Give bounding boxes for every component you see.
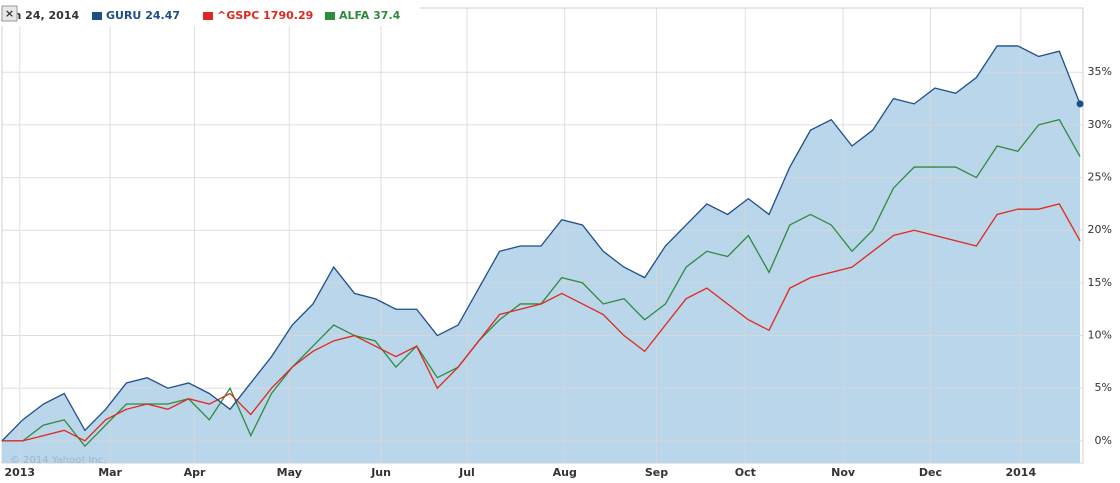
x-tick-label: Sep xyxy=(645,466,668,479)
legend-price: 24.47 xyxy=(145,9,180,22)
legend-label: ^GSPC 1790.29 xyxy=(217,9,313,22)
legend-price: 1790.29 xyxy=(263,9,313,22)
close-button[interactable]: × xyxy=(1,5,18,22)
legend-swatch xyxy=(92,12,102,20)
legend-price: 37.4 xyxy=(373,9,400,22)
end-point xyxy=(1076,100,1084,108)
x-tick-label: Nov xyxy=(831,466,856,479)
y-tick-label: 25% xyxy=(1088,171,1112,184)
x-tick-label: May xyxy=(277,466,302,479)
legend-name: ^GSPC xyxy=(217,9,259,22)
line xyxy=(2,203,1081,442)
x-tick-label: 2013 xyxy=(4,466,35,479)
x-tick-label: Jun xyxy=(370,466,391,479)
y-tick-label: 30% xyxy=(1088,118,1112,131)
legend-label: ALFA 37.4 xyxy=(339,9,401,22)
area xyxy=(2,45,1081,464)
legend-swatch xyxy=(325,12,335,20)
x-tick-label: Aug xyxy=(553,466,577,479)
watermark: © 2014 Yahoo! Inc. xyxy=(10,455,106,466)
legend: Jan 24, 2014 GURU 24.47 ^GSPC 1790.29 ALFA … xyxy=(0,6,420,26)
y-tick-label: 20% xyxy=(1088,223,1112,236)
line xyxy=(1,45,1081,442)
x-tick-label: Oct xyxy=(735,466,756,479)
y-tick-label: 15% xyxy=(1088,276,1112,289)
x-tick-label: Apr xyxy=(184,466,206,479)
svg-text:×: × xyxy=(5,7,14,20)
y-tick-label: 35% xyxy=(1088,65,1112,78)
legend-label: GURU 24.47 xyxy=(106,9,180,22)
legend-name: ALFA xyxy=(339,9,370,22)
y-tick-label: 10% xyxy=(1088,329,1112,342)
x-tick-label: 2014 xyxy=(1005,466,1036,479)
header-date: Jan 24, 2014 xyxy=(1,9,79,22)
legend-swatch xyxy=(203,12,213,20)
y-tick-label: 0% xyxy=(1095,434,1112,447)
x-tick-label: Jul xyxy=(458,466,475,479)
y-tick-label: 5% xyxy=(1095,381,1112,394)
plot-area xyxy=(1,7,1084,464)
x-tick-label: Mar xyxy=(98,466,122,479)
x-tick-label: Dec xyxy=(919,466,942,479)
legend-name: GURU xyxy=(106,9,141,22)
